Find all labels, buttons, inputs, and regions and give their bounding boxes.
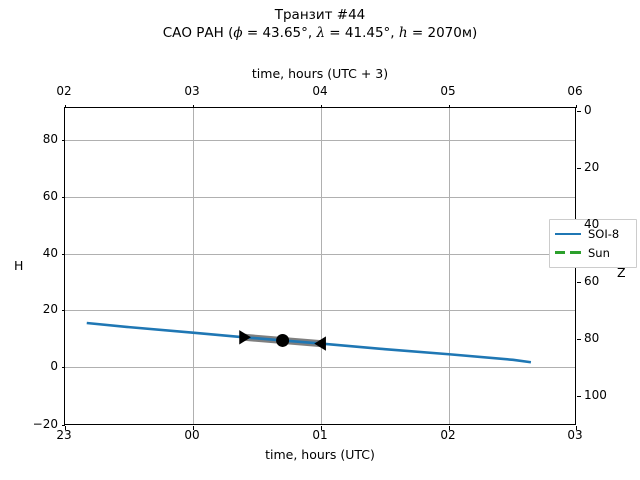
subtitle-prefix: САО РАН ( [162, 25, 234, 42]
tick-label-bottom: 00 [184, 428, 200, 442]
legend-item-soi-8[interactable]: SOI-8 [555, 224, 631, 243]
tick-bottom [193, 426, 194, 430]
gridline-horizontal [65, 310, 575, 311]
tick-label-left: 60 [42, 189, 58, 203]
tick-label-right: 100 [584, 388, 607, 402]
gridline-horizontal [65, 140, 575, 141]
tick-label-left: −20 [32, 417, 58, 431]
tick-label-right: 0 [584, 103, 592, 117]
data-layer [65, 108, 577, 426]
tick-label-top: 03 [184, 84, 200, 98]
transit-start-marker [239, 330, 251, 345]
tick-label-top: 06 [567, 84, 583, 98]
tick-label-top: 04 [312, 84, 328, 98]
gridline-vertical [449, 108, 450, 424]
gridline-horizontal [65, 197, 575, 198]
tick-top [576, 104, 577, 108]
tick-left [61, 254, 65, 255]
tick-label-left: 80 [42, 132, 58, 146]
legend-line-icon [555, 228, 581, 240]
tick-top [449, 104, 450, 108]
gridline-horizontal [65, 254, 575, 255]
legend-label: Sun [588, 245, 610, 260]
tick-right [577, 339, 581, 340]
height-symbol: h [398, 25, 408, 42]
tick-left [61, 310, 65, 311]
tick-label-left: 40 [42, 246, 58, 260]
gridline-vertical [321, 108, 322, 424]
plot-area: SOI-8 Sun [61, 104, 637, 430]
tick-label-right: 40 [584, 217, 600, 231]
tick-right [577, 396, 581, 397]
transit-culmination-marker [276, 333, 290, 347]
page-title: Транзит #44 [274, 7, 366, 23]
tick-label-bottom: 23 [56, 428, 72, 442]
tick-label-bottom: 02 [440, 428, 456, 442]
tick-label-top: 05 [440, 84, 456, 98]
tick-label-right: 20 [584, 160, 600, 174]
top-axis-label: time, hours (UTC + 3) [251, 66, 389, 81]
chart-title-block: Транзит #44 САО РАН (ϕ = 43.65°, λ = 41.… [0, 6, 640, 42]
legend-item-sun[interactable]: Sun [555, 243, 631, 262]
tick-left [61, 140, 65, 141]
tick-left [61, 425, 65, 426]
phi-value: = 43.65°, [242, 25, 317, 42]
legend-dashed-line-icon [555, 247, 581, 259]
bottom-axis-label: time, hours (UTC) [265, 447, 375, 462]
tick-bottom [65, 426, 66, 430]
series-svg [86, 321, 532, 364]
tick-bottom [449, 426, 450, 430]
tick-label-bottom: 03 [567, 428, 583, 442]
tick-top [193, 104, 194, 108]
gridline-vertical [193, 108, 194, 424]
tick-top [65, 104, 66, 108]
right-axis-label: Z [617, 265, 626, 280]
tick-left [61, 367, 65, 368]
tick-label-left: 0 [50, 359, 58, 373]
legend-label: SOI-8 [588, 226, 620, 241]
tick-left [61, 197, 65, 198]
transit-end-marker [314, 336, 326, 351]
height-value: = 2070м) [407, 25, 478, 42]
tick-right [577, 282, 581, 283]
tick-right [577, 168, 581, 169]
series-line-soi-8 [86, 321, 532, 364]
tick-label-right: 80 [584, 331, 600, 345]
tick-label-left: 20 [42, 302, 58, 316]
tick-bottom [321, 426, 322, 430]
tick-bottom [576, 426, 577, 430]
chart-subtitle: САО РАН (ϕ = 43.65°, λ = 41.45°, h = 207… [0, 24, 640, 42]
gridline-horizontal [65, 367, 575, 368]
lambda-value: = 41.45°, [325, 25, 399, 42]
tick-label-bottom: 01 [312, 428, 328, 442]
left-axis-label: H [14, 258, 24, 273]
tick-right [577, 111, 581, 112]
phi-symbol: ϕ [233, 25, 243, 42]
tick-label-top: 02 [56, 84, 72, 98]
tick-label-right: 60 [584, 274, 600, 288]
lambda-symbol: λ [316, 25, 326, 42]
tick-top [321, 104, 322, 108]
legend: SOI-8 Sun [549, 219, 637, 268]
